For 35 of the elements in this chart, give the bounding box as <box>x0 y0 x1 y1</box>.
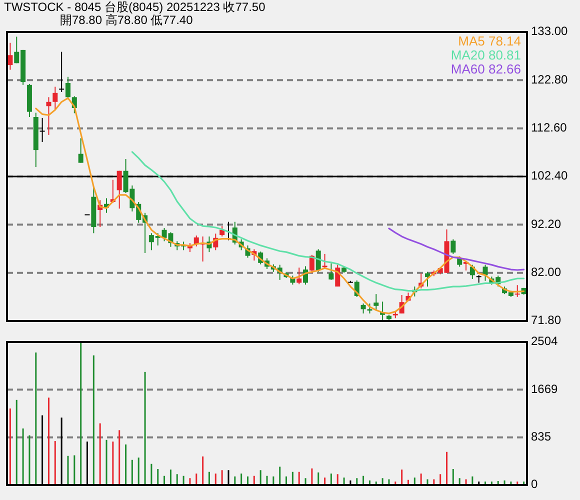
line-series <box>131 151 525 292</box>
chart-title: TWSTOCK - 8045 台股(8045) 20251223 收77.50 <box>4 0 266 14</box>
candlestick <box>360 303 366 314</box>
y-tick-label: 112.60 <box>531 120 568 135</box>
candlestick <box>52 86 58 110</box>
text: MA20 80.81 <box>450 47 521 62</box>
line-series <box>388 228 525 271</box>
text: MA5 78.14 <box>458 33 521 48</box>
y-tick-label: 133.00 <box>531 24 568 38</box>
y-tick-label: 1669 <box>531 382 558 396</box>
candlestick <box>367 303 372 314</box>
y-tick-label: 102.40 <box>531 168 568 183</box>
candlestick <box>46 96 52 136</box>
y-tick-label: 2504 <box>531 334 558 348</box>
y-tick-label: 82.00 <box>531 265 562 280</box>
y-tick-label: 122.80 <box>531 72 568 86</box>
text: MA60 82.66 <box>450 61 521 76</box>
candlestick <box>65 76 70 100</box>
candlestick <box>514 284 520 298</box>
candlestick <box>78 138 84 164</box>
y-tick-label: 92.20 <box>531 216 562 231</box>
candlestick <box>116 170 122 210</box>
candlestick <box>450 238 456 254</box>
y-tick-label: 71.80 <box>531 313 562 328</box>
candlestick <box>296 267 302 285</box>
chart-subtitle: 開78.80 高78.80 低77.40 <box>60 13 194 27</box>
candlestick <box>374 294 379 311</box>
y-tick-label: 0 <box>531 477 538 492</box>
candlestick <box>328 262 334 280</box>
y-tick-label: 835 <box>531 429 552 444</box>
candlestick <box>482 264 488 282</box>
candlestick <box>59 51 64 92</box>
candlestick <box>8 42 13 70</box>
candlestick <box>40 117 45 143</box>
candlestick <box>476 274 482 284</box>
